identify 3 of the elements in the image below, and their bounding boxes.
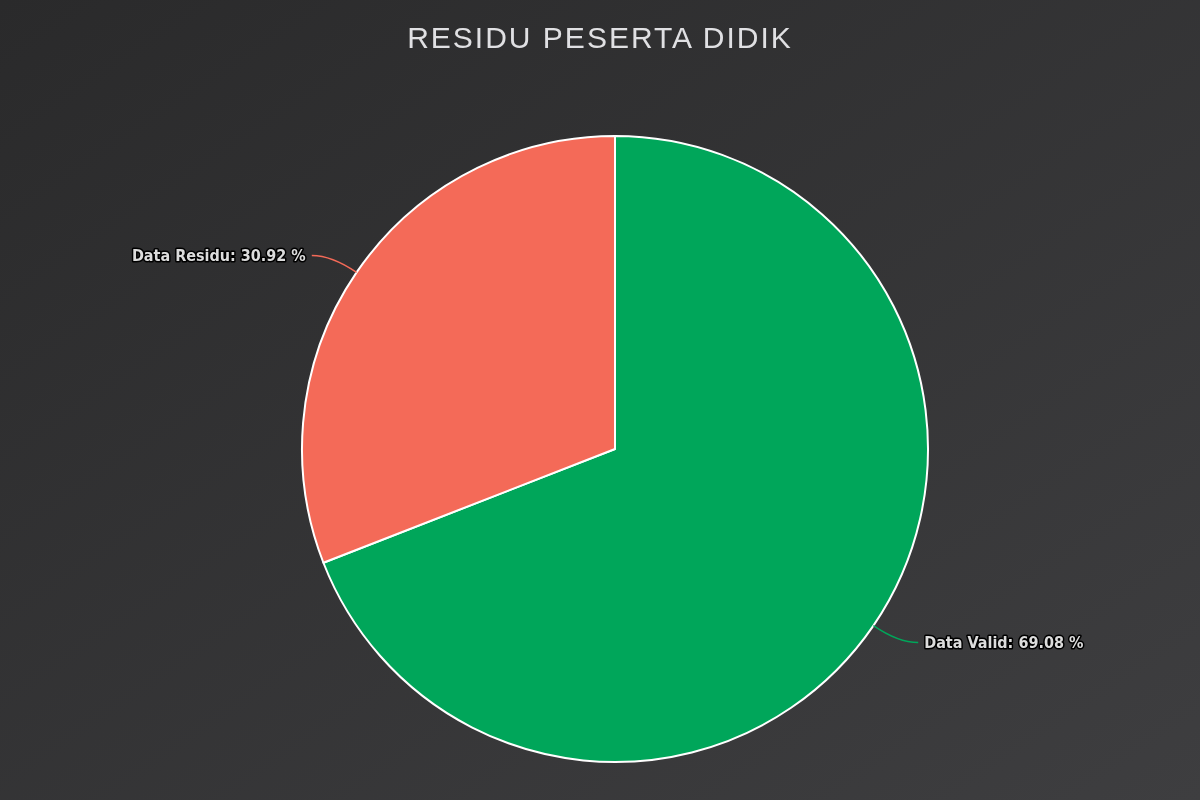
slice-label: Data Valid: 69.08 % [924,633,1084,653]
slice-label: Data Residu: 30.92 % [131,246,306,266]
chart-title: RESIDU PESERTA DIDIK [407,21,793,54]
